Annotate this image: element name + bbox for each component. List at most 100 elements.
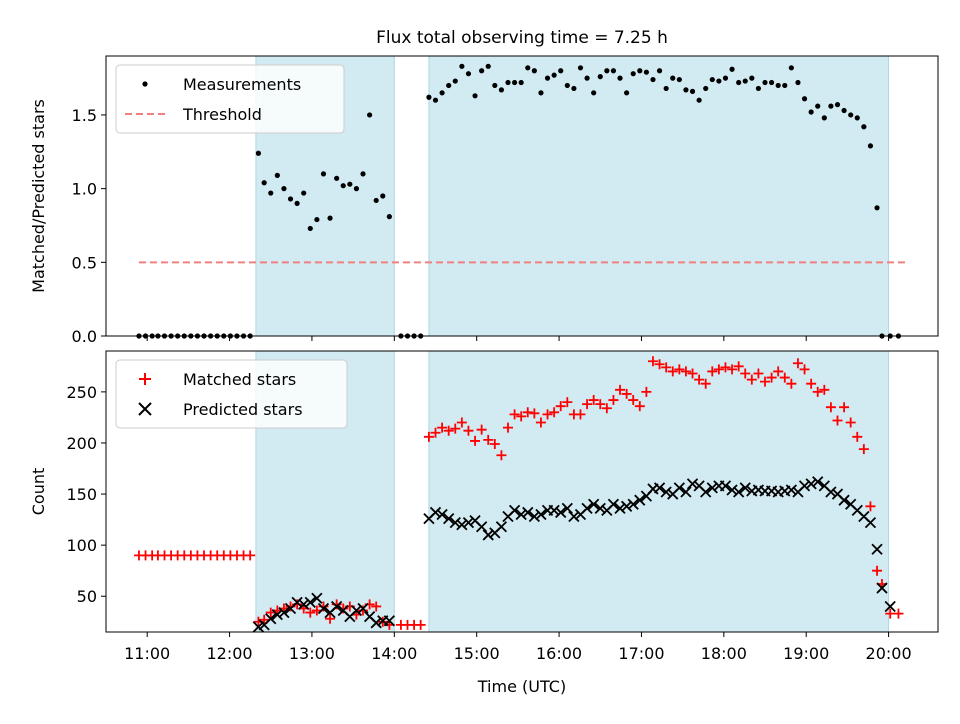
matched-star-point	[727, 364, 738, 375]
measurement-point	[551, 72, 557, 78]
predicted-star-point	[864, 517, 877, 529]
top-y-tick-label: 1.5	[72, 106, 97, 125]
measurement-point	[492, 82, 498, 89]
predicted-star-point	[805, 478, 817, 490]
matched-star-point	[549, 407, 560, 418]
measurement-point	[498, 87, 505, 93]
measurement-point	[472, 93, 478, 99]
matched-star-point	[601, 403, 612, 414]
measurement-point	[564, 82, 570, 89]
measurement-point	[479, 68, 485, 74]
predicted-star-point	[331, 600, 343, 613]
bottom-y-tick-label: 250	[66, 383, 97, 402]
legend-label: Predicted stars	[183, 400, 303, 419]
measurement-point	[775, 82, 781, 89]
matched-star-point	[430, 427, 441, 438]
ratio-panel: 0.0 0.5 1.0 1.5 Matched/Predicted stars Measu…	[29, 55, 939, 346]
predicted-star-point	[719, 480, 732, 492]
measurement-point	[432, 97, 439, 103]
measurement-point	[788, 65, 794, 71]
measurement-point	[452, 78, 458, 84]
bottom-shaded-interval-1	[428, 350, 890, 633]
matched-star-point	[463, 425, 474, 436]
bottom-series-1	[252, 476, 896, 633]
matched-star-point	[456, 417, 467, 428]
bottom-legend: Matched stars Predicted stars	[115, 359, 348, 429]
bottom-y-tick-label: 100	[66, 536, 97, 555]
matched-star-point	[647, 356, 658, 367]
matched-star-point	[839, 402, 850, 413]
legend-marker-measurements	[142, 81, 148, 87]
matched-star-point	[621, 388, 632, 399]
top-y-tick-label: 0.5	[72, 253, 97, 272]
predicted-star-point	[726, 484, 738, 496]
predicted-star-point	[383, 615, 396, 627]
predicted-star-point	[812, 476, 824, 488]
count-panel: 50 100 150 200 250 11:00 12:00 13:00 14:00 15:00 1…	[29, 350, 939, 696]
predicted-star-point	[733, 486, 745, 498]
measurement-point	[769, 79, 775, 86]
measurement-point	[617, 75, 623, 81]
bottom-series-0	[133, 356, 904, 630]
x-tick-label: 11:00	[124, 644, 170, 663]
measurement-point	[703, 85, 709, 92]
measurement-point	[307, 225, 313, 232]
matched-star-point	[766, 372, 777, 383]
matched-star-point	[470, 435, 481, 446]
matched-star-point	[522, 407, 533, 418]
measurement-point	[380, 193, 386, 199]
matched-star-point	[760, 376, 771, 387]
matched-star-point	[740, 368, 751, 379]
predicted-star-point	[568, 510, 580, 523]
matched-star-point	[371, 601, 382, 612]
legend-marker-matched	[139, 373, 151, 385]
bottom-axes-frame	[105, 350, 939, 633]
measurement-point	[465, 71, 472, 77]
matched-star-point	[680, 366, 691, 377]
predicted-star-point	[495, 521, 508, 533]
measurement-point	[287, 196, 294, 202]
predicted-star-point	[548, 504, 560, 517]
predicted-star-point	[561, 502, 573, 514]
measurement-point	[373, 197, 379, 204]
matched-star-point	[713, 364, 724, 375]
x-tick-label: 16:00	[536, 644, 582, 663]
matched-star-point	[325, 613, 336, 624]
matched-star-point	[872, 565, 883, 576]
predicted-star-point	[508, 504, 521, 517]
x-tick-label: 17:00	[618, 644, 664, 663]
matched-star-point	[654, 359, 665, 370]
bottom-y-tick-label: 150	[66, 485, 97, 504]
measurement-point	[637, 68, 643, 74]
predicted-star-point	[462, 517, 475, 529]
measurement-point	[604, 68, 610, 74]
predicted-star-point	[436, 508, 448, 521]
measurement-point	[815, 103, 821, 109]
measurement-point	[274, 172, 280, 178]
predicted-star-point	[798, 480, 811, 492]
matched-star-point	[694, 374, 705, 385]
predicted-star-point	[555, 506, 567, 519]
legend-label: Threshold	[182, 105, 262, 124]
matched-star-point	[753, 368, 764, 379]
measurement-point	[696, 97, 702, 103]
measurement-point	[656, 68, 663, 74]
measurement-point	[670, 75, 676, 81]
matched-star-point	[773, 366, 784, 377]
measurement-point	[334, 175, 340, 181]
matched-star-point	[476, 424, 487, 435]
matched-star-point	[443, 425, 454, 436]
matched-star-point	[450, 423, 461, 434]
bottom-y-axis-label: Count	[29, 468, 48, 516]
measurement-point	[459, 63, 465, 69]
measurement-point	[801, 96, 808, 102]
matched-star-point	[582, 399, 593, 410]
matched-star-point	[832, 415, 843, 426]
matched-star-point	[542, 409, 553, 420]
predicted-star-point	[456, 519, 468, 531]
predicted-star-point	[871, 543, 883, 555]
measurement-point	[386, 214, 392, 220]
matched-star-point	[865, 501, 876, 512]
legend-label: Matched stars	[183, 370, 296, 389]
